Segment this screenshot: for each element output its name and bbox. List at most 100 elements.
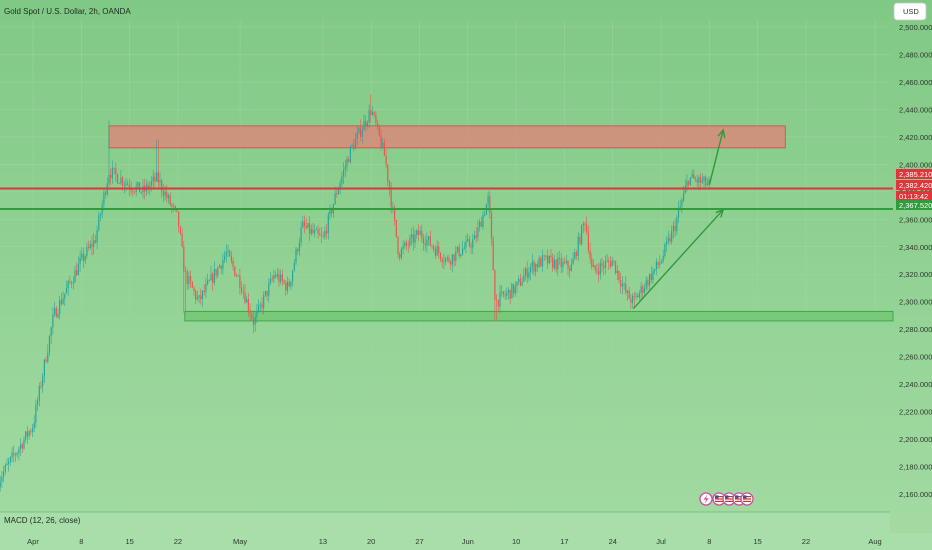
candle-body xyxy=(303,221,306,227)
candle-body xyxy=(657,261,659,265)
x-tick-label: May xyxy=(233,537,247,546)
candle-body xyxy=(196,297,198,300)
candle-body xyxy=(319,233,321,236)
candle-body xyxy=(162,190,164,196)
candle-body xyxy=(642,286,644,293)
candle-body xyxy=(13,452,15,455)
candle-body xyxy=(155,172,158,182)
candle-body xyxy=(111,167,113,179)
candle-body xyxy=(110,174,112,179)
candle-body xyxy=(74,270,76,283)
candle-body xyxy=(439,253,442,259)
trend-arrow-line[interactable] xyxy=(632,209,724,310)
candle-body xyxy=(574,252,576,259)
candle-body xyxy=(310,229,312,234)
candle-body xyxy=(538,258,540,268)
y-tick-label: 2,340.000 xyxy=(899,243,932,252)
candle-body xyxy=(271,278,273,280)
candle-body xyxy=(443,261,445,263)
candle-body xyxy=(693,174,695,179)
y-tick-label: 2,420.000 xyxy=(899,133,932,142)
candle-body xyxy=(359,127,362,137)
us-flag-icon[interactable] xyxy=(712,492,726,506)
resistance-zone[interactable] xyxy=(108,125,786,149)
candle-body xyxy=(631,295,634,303)
candle-body xyxy=(370,109,372,115)
price-tag xyxy=(896,180,932,190)
candle-body xyxy=(19,444,22,449)
candle-body xyxy=(650,274,652,280)
support-zone[interactable] xyxy=(184,310,894,322)
candle-body xyxy=(361,130,363,137)
candle-body xyxy=(208,280,210,281)
candle-body xyxy=(417,230,419,235)
candle-body xyxy=(655,261,657,270)
candle-body xyxy=(206,280,209,285)
candle-body xyxy=(407,245,409,247)
candle-body xyxy=(412,234,414,243)
candle-body xyxy=(380,135,382,148)
candle-body xyxy=(33,422,35,429)
x-tick-label: Apr xyxy=(27,537,39,546)
candle-body xyxy=(470,245,472,248)
candle-body xyxy=(178,211,180,227)
trend-arrows[interactable] xyxy=(632,128,726,310)
candle-body xyxy=(438,246,440,254)
candle-body xyxy=(499,292,501,307)
candle-body xyxy=(329,209,331,215)
candle-body xyxy=(251,314,253,319)
trend-arrow-head[interactable] xyxy=(715,208,725,218)
candle-body xyxy=(596,269,598,271)
candle-body xyxy=(390,189,392,208)
candle-body xyxy=(506,292,508,296)
projection-arrow-head[interactable] xyxy=(717,128,726,138)
candle-body xyxy=(688,181,690,185)
y-axis[interactable]: 2,160.000 2,180.000 2,200.000 2,220.000 2,24… xyxy=(899,23,932,499)
candle-body xyxy=(681,200,683,207)
candle-body xyxy=(691,174,693,178)
indicator-pane[interactable] xyxy=(0,512,890,533)
candle-body xyxy=(331,209,333,214)
candle-body xyxy=(8,461,10,464)
candle-body xyxy=(127,183,129,186)
candle-body xyxy=(482,214,484,227)
candle-body xyxy=(626,290,629,293)
lightning-icon[interactable] xyxy=(699,492,713,506)
candle-body xyxy=(467,239,469,241)
candle-body xyxy=(589,250,591,259)
candle-body xyxy=(280,274,282,283)
candle-body xyxy=(9,457,11,462)
candle-body xyxy=(257,304,260,311)
candle-body xyxy=(229,250,231,257)
candle-body xyxy=(52,314,54,328)
candle-body xyxy=(382,142,384,148)
candle-body xyxy=(698,177,700,183)
candle-body xyxy=(276,274,278,277)
candle-body xyxy=(579,236,581,244)
candle-body xyxy=(186,271,188,285)
currency-button[interactable]: USD xyxy=(893,2,927,21)
candle-body xyxy=(152,176,154,182)
candle-body xyxy=(215,269,217,276)
x-tick-label: 22 xyxy=(174,537,182,546)
event-icons[interactable] xyxy=(699,492,754,506)
candle-body xyxy=(348,158,350,163)
candle-body xyxy=(676,217,678,232)
candle-body xyxy=(397,236,399,254)
candle-body xyxy=(591,258,593,267)
us-flag-icon[interactable] xyxy=(740,492,754,506)
candle-body xyxy=(645,280,647,289)
candle-body xyxy=(179,226,181,234)
x-axis[interactable]: Apr 8 15 22 May 13 20 27 Jun 10 17 24 Jul 8 15 22 Aug xyxy=(27,537,882,546)
candle-body xyxy=(424,243,426,246)
candle-body xyxy=(40,385,42,387)
y-tick-label: 2,360.000 xyxy=(899,215,932,224)
candle-body xyxy=(60,300,62,304)
candle-body xyxy=(699,177,702,183)
projection-arrow-line[interactable] xyxy=(708,129,724,186)
candle-body xyxy=(320,235,323,237)
candle-body xyxy=(395,219,397,237)
candle-body xyxy=(458,246,460,257)
candle-body xyxy=(57,313,59,318)
